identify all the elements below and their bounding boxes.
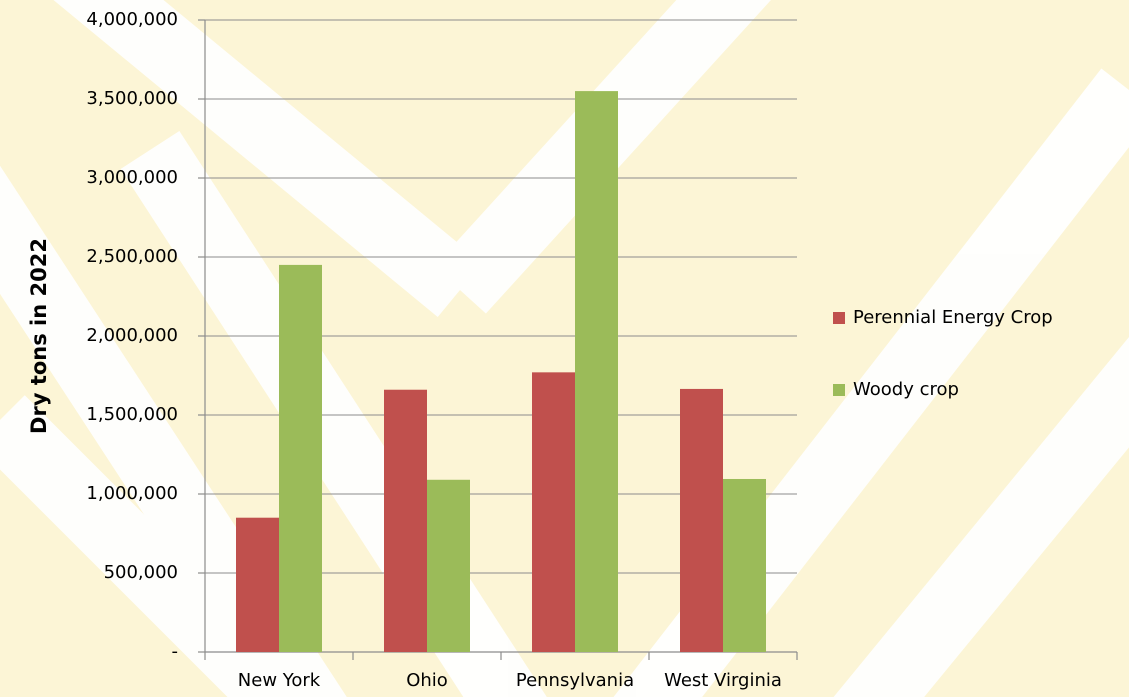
y-tick-label: 500,000 <box>104 562 178 583</box>
bar <box>279 264 322 652</box>
legend-swatch <box>833 312 845 324</box>
y-tick-label: 1,500,000 <box>86 404 178 425</box>
bar <box>427 479 470 652</box>
bar <box>384 389 427 652</box>
y-tick-label: 3,500,000 <box>86 88 178 109</box>
legend-label: Woody crop <box>853 379 959 400</box>
y-tick-label: 1,000,000 <box>86 483 178 504</box>
y-axis-title: Dry tons in 2022 <box>27 238 51 434</box>
bar <box>236 517 279 652</box>
x-tick-label: West Virginia <box>664 670 782 691</box>
x-tick-label: Ohio <box>406 670 448 691</box>
legend-swatch <box>833 384 845 396</box>
y-tick-label: 2,500,000 <box>86 246 178 267</box>
bar <box>680 388 723 652</box>
bar <box>723 478 766 652</box>
y-tick-label: - <box>172 641 179 662</box>
y-tick-label: 3,000,000 <box>86 167 178 188</box>
x-tick-label: New York <box>238 670 321 691</box>
bar <box>575 91 618 653</box>
y-tick-label: 2,000,000 <box>86 325 178 346</box>
x-tick-label: Pennsylvania <box>516 670 634 691</box>
bar <box>532 372 575 652</box>
y-tick-label: 4,000,000 <box>86 9 178 30</box>
legend-label: Perennial Energy Crop <box>853 307 1053 328</box>
